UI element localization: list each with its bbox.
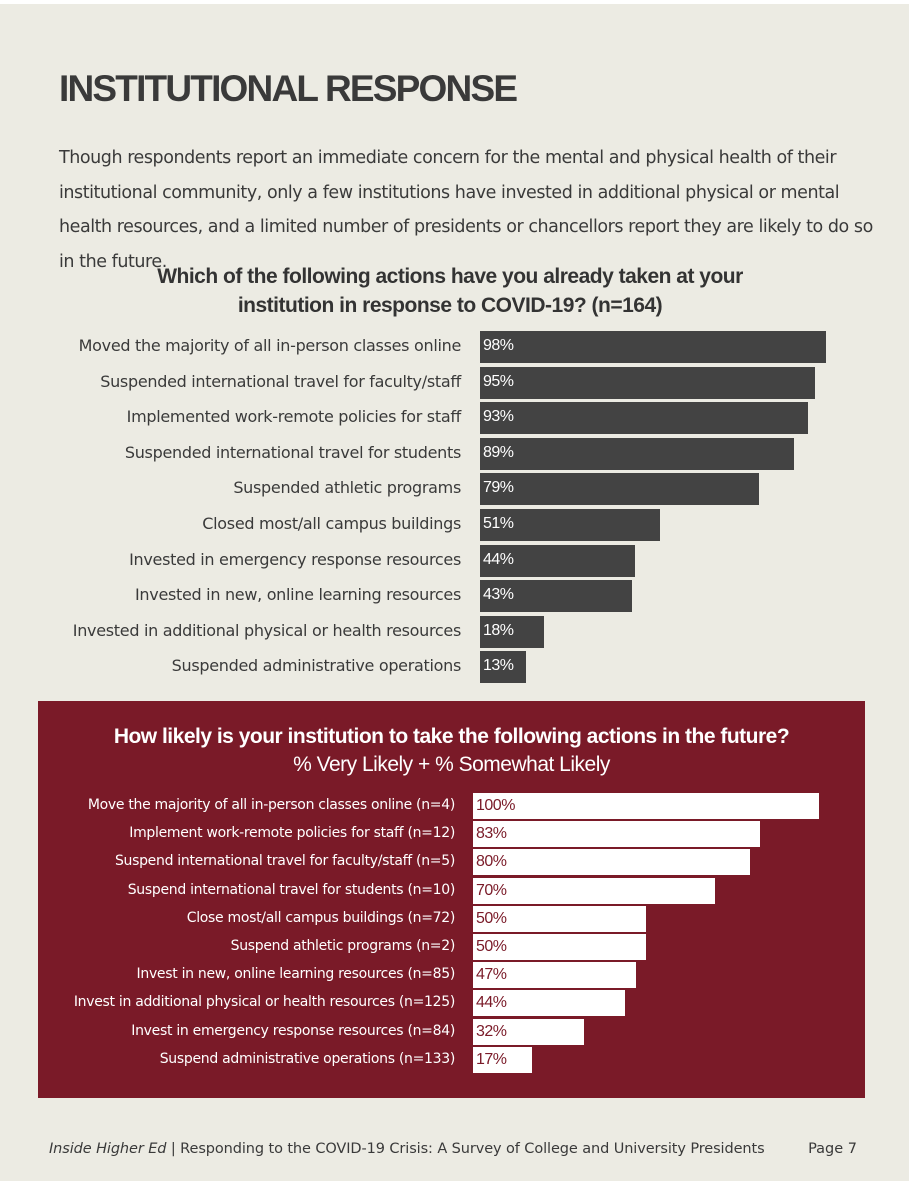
bar (480, 651, 526, 684)
category-label: Invest in emergency response resources (… (131, 1022, 455, 1039)
category-label: Invested in additional physical or healt… (72, 620, 462, 640)
category-label: Suspend athletic programs (n=2) (230, 938, 456, 954)
category-label: Suspended administrative operations (171, 656, 462, 676)
bar-row: Suspended administrative operations 13% (0, 651, 909, 684)
bar-row: Moved the majority of all in-person clas… (0, 331, 909, 363)
chart-actions-taken-title: Which of the following actions have you … (157, 265, 743, 317)
bar (480, 402, 809, 435)
bar (480, 580, 632, 613)
bar-row: Closed most/all campus buildings 51% (0, 509, 909, 541)
value-label: 98% (483, 337, 514, 354)
chart-future-actions-subtitle: % Very Likely + % Somewhat Likely (293, 753, 610, 776)
bar (473, 877, 716, 904)
category-label: Invest in additional physical or health … (73, 994, 455, 1011)
value-label: 47% (476, 966, 507, 984)
category-label: Moved the majority of all in-person clas… (78, 336, 462, 355)
bar (480, 331, 826, 363)
bar-row: Suspended international travel for stude… (0, 437, 909, 470)
intro-paragraph: Though respondents report an immediate c… (59, 148, 873, 272)
chart-future-actions-title-block: How likely is your institution to take t… (38, 723, 865, 779)
category-label: Implemented work-remote policies for sta… (126, 407, 462, 427)
value-label: 89% (483, 443, 514, 461)
bar-row: Suspended international travel for facul… (0, 366, 909, 399)
footer: Inside Higher Ed | Responding to the COV… (49, 1141, 765, 1157)
footer-report-title: | Responding to the COVID-19 Crisis: A S… (166, 1141, 765, 1157)
category-label: Suspend international travel for faculty… (114, 853, 455, 870)
value-label: 18% (483, 621, 514, 639)
future-actions-panel (38, 701, 865, 1098)
bar (480, 544, 636, 577)
category-label: Move the majority of all in-person class… (87, 797, 455, 813)
bar (473, 821, 761, 848)
page-number: Page 7 (808, 1141, 857, 1157)
bar (480, 615, 544, 648)
bar-row: Invest in new, online learning resources… (0, 962, 909, 989)
category-label: Suspended athletic programs (233, 478, 461, 498)
bar (473, 962, 636, 989)
value-label: 83% (476, 825, 507, 843)
category-label: Suspended international travel for stude… (124, 442, 461, 462)
bar (473, 934, 646, 960)
value-label: 70% (476, 881, 507, 899)
category-label: Suspend administrative operations (n=133… (159, 1050, 456, 1067)
category-label: Implement work-remote policies for staff… (129, 825, 455, 842)
value-label: 32% (476, 1022, 507, 1040)
bar (473, 1018, 584, 1045)
bar-row: Implemented work-remote policies for sta… (0, 402, 909, 435)
value-label: 80% (476, 853, 507, 871)
bar-row: Suspend administrative operations (n=133… (0, 1046, 909, 1073)
chart-future-actions-title: How likely is your institution to take t… (113, 725, 790, 748)
category-label: Closed most/all campus buildings (202, 514, 461, 533)
category-label: Suspended international travel for facul… (100, 371, 461, 391)
value-label: 43% (483, 586, 514, 604)
category-label: Suspend international travel for student… (127, 881, 456, 898)
bar (473, 849, 750, 876)
value-label: 17% (476, 1050, 507, 1068)
bar (480, 437, 795, 470)
category-label: Close most/all campus buildings (n=72) (186, 909, 456, 926)
bar-row: Suspend international travel for student… (0, 877, 909, 904)
value-label: 95% (483, 372, 514, 390)
bar (473, 990, 626, 1017)
bar-row: Invested in additional physical or healt… (0, 615, 909, 648)
value-label: 93% (483, 408, 514, 426)
bar-row: Suspend athletic programs (n=2) 50% (0, 934, 909, 960)
bar-row: Invested in emergency response resources… (0, 544, 909, 577)
bar-row: Suspend international travel for faculty… (0, 849, 909, 876)
bar-row: Invest in emergency response resources (… (0, 1018, 909, 1045)
value-label: 13% (483, 657, 514, 675)
page-title: INSTITUTIONAL RESPONSE (59, 68, 518, 109)
bar (480, 509, 661, 541)
value-label: 44% (476, 994, 507, 1012)
value-label: 100% (476, 797, 515, 814)
bar-row: Move the majority of all in-person class… (0, 793, 909, 819)
bar (473, 1046, 532, 1073)
bar-row: Invest in additional physical or health … (0, 990, 909, 1017)
value-label: 44% (483, 550, 514, 568)
bar-row: Suspended athletic programs 79% (0, 473, 909, 506)
bar-row: Implement work-remote policies for staff… (0, 821, 909, 848)
bar-row: Close most/all campus buildings (n=72) 50… (0, 905, 909, 932)
bar (480, 366, 816, 399)
value-label: 50% (476, 938, 507, 955)
category-label: Invested in new, online learning resourc… (135, 585, 461, 605)
category-label: Invest in new, online learning resources… (136, 966, 456, 983)
bar (480, 473, 759, 506)
bar (473, 905, 646, 932)
value-label: 50% (476, 909, 507, 927)
value-label: 51% (483, 515, 514, 532)
value-label: 79% (483, 479, 514, 497)
footer-publication: Inside Higher Ed (49, 1141, 167, 1157)
category-label: Invested in emergency response resources (129, 549, 461, 569)
bar (473, 793, 819, 819)
bar-row: Invested in new, online learning resourc… (0, 580, 909, 613)
